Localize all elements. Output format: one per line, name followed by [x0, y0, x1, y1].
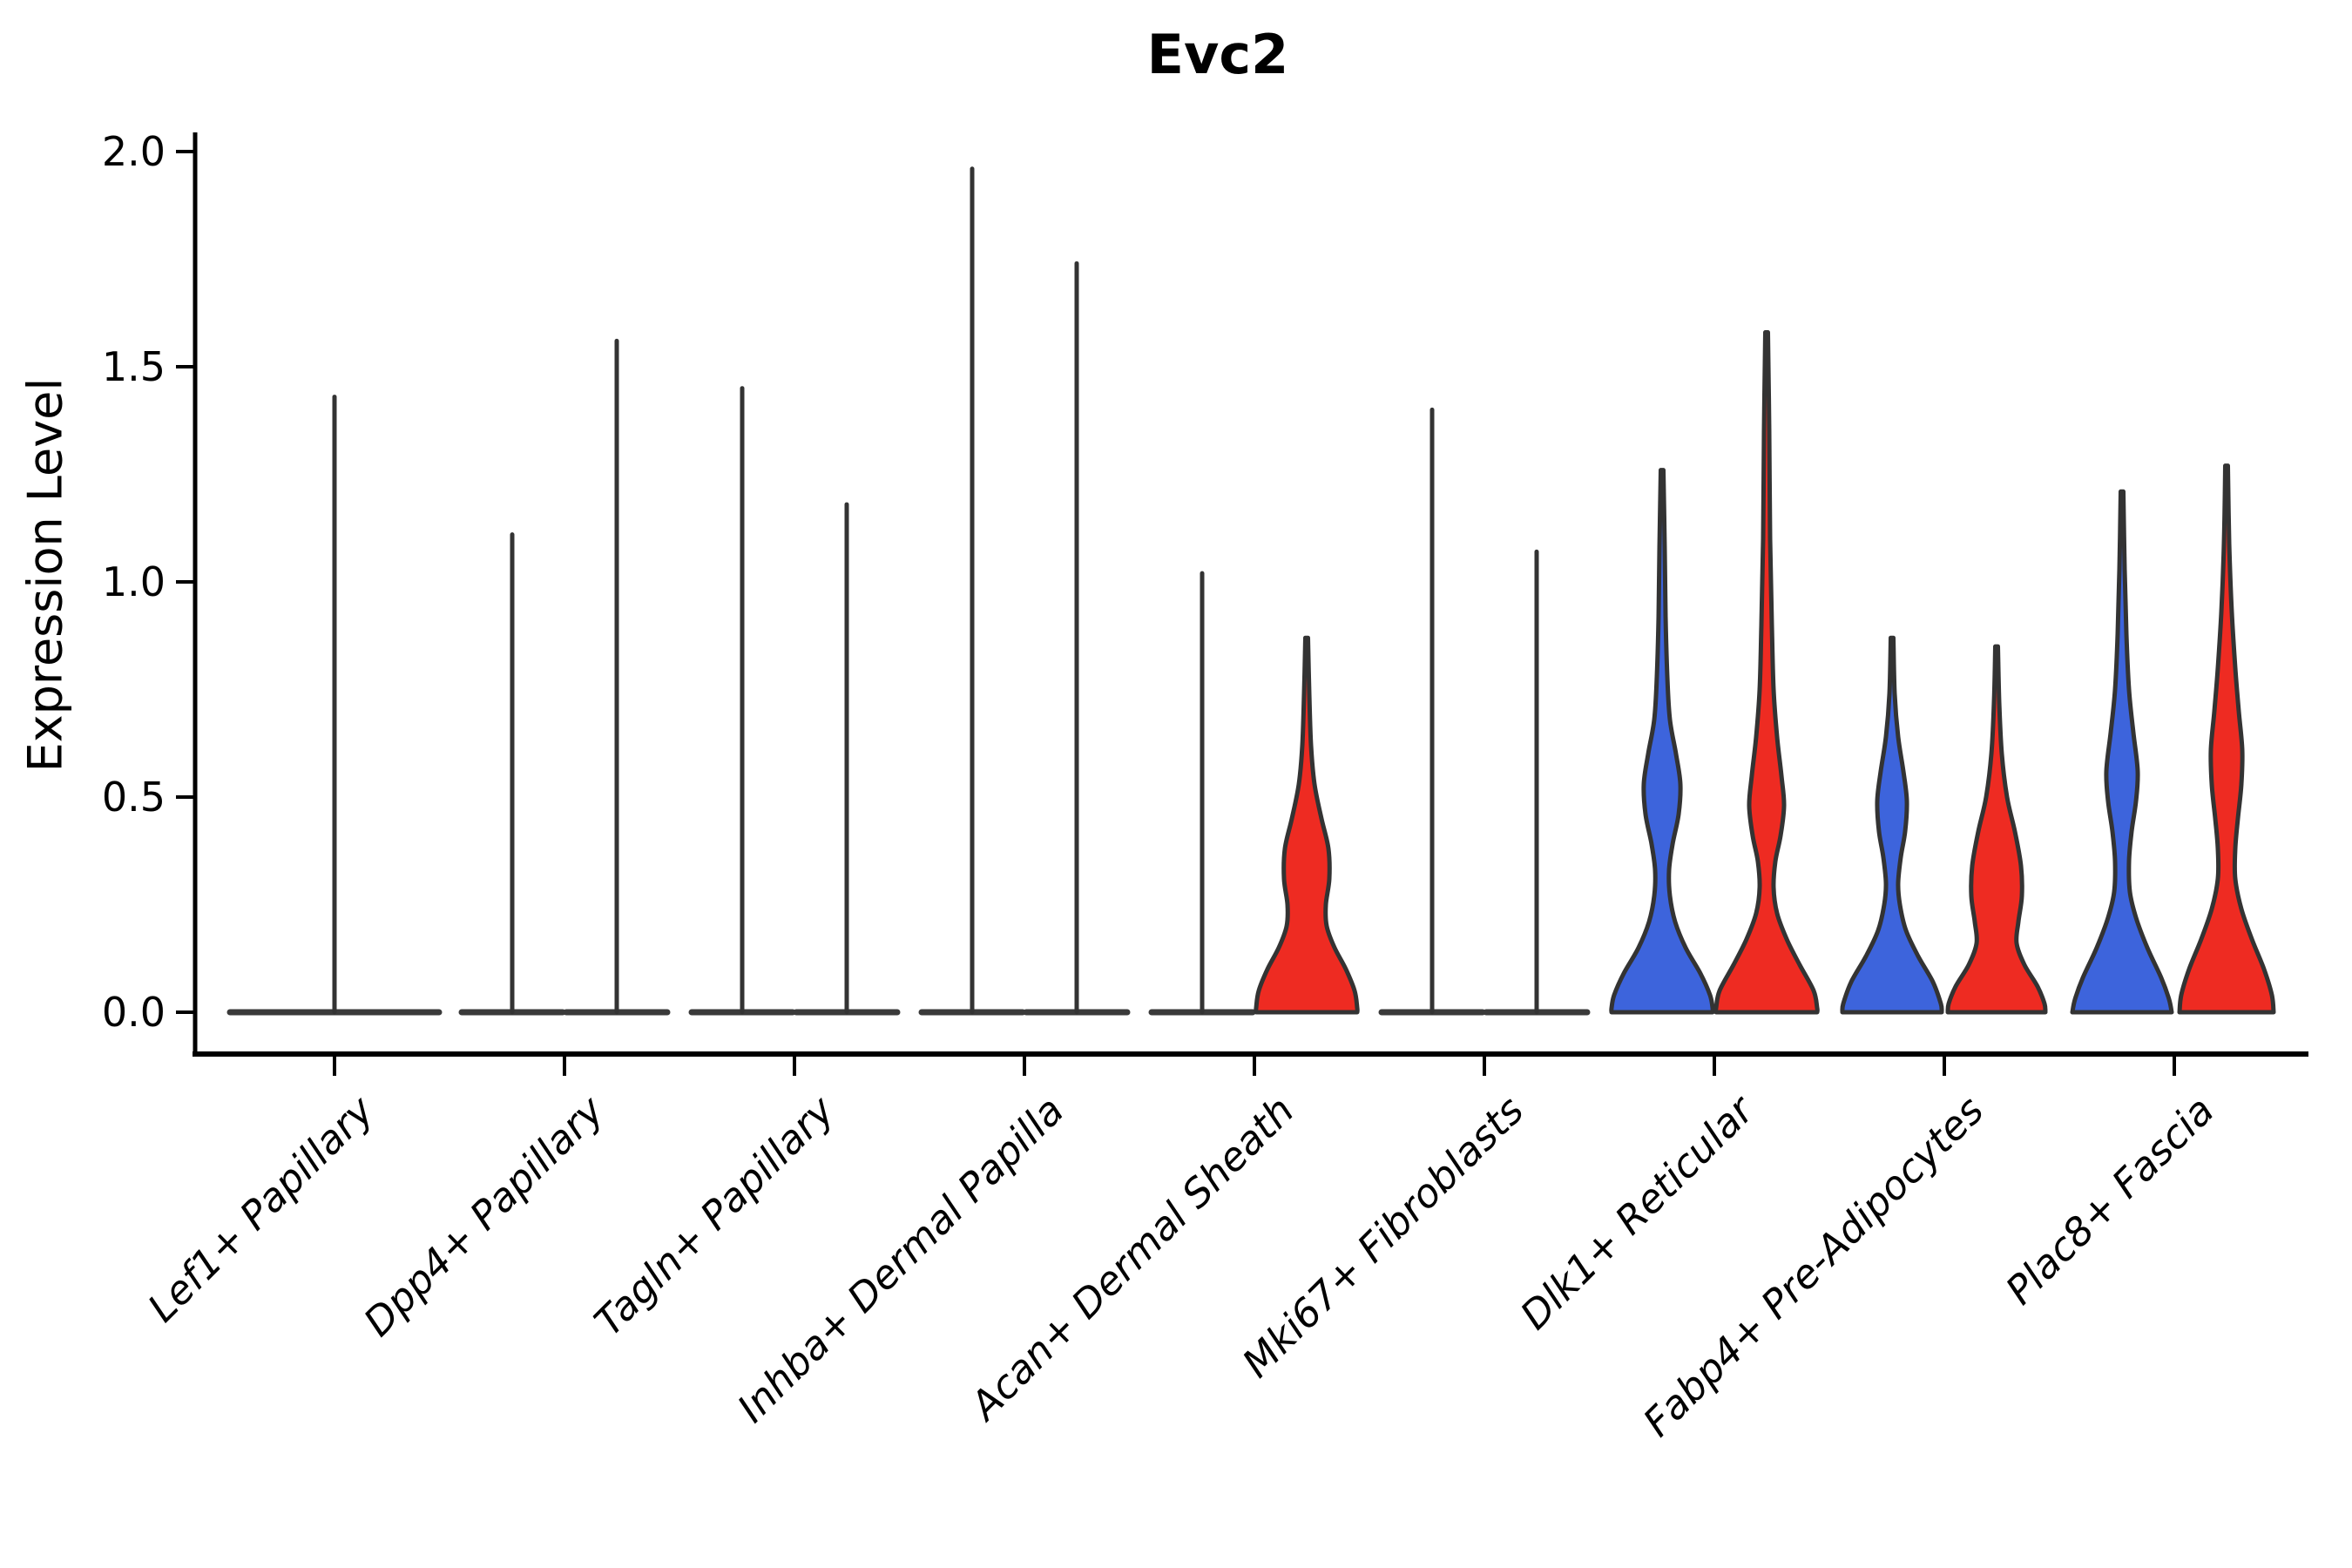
y-tick-label: 2.0: [101, 128, 166, 175]
violin-blue: [1840, 635, 1944, 1015]
y-tick-label: 1.5: [101, 343, 166, 390]
violin-blue: [2070, 489, 2174, 1015]
y-tick-label: 0.0: [101, 989, 166, 1036]
violin-red: [2177, 463, 2276, 1015]
violin-blue: [1609, 468, 1715, 1015]
y-tick-label: 0.5: [101, 774, 166, 821]
y-tick-label: 1.0: [101, 558, 166, 605]
violin-red: [1945, 644, 2048, 1015]
violin-red: [1254, 635, 1360, 1015]
violin-red: [1713, 330, 1820, 1015]
chart-title: Evc2: [1146, 23, 1289, 86]
